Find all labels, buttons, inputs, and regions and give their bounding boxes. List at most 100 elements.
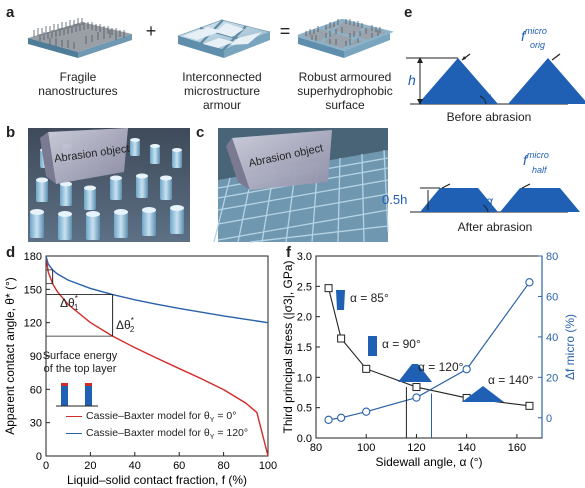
x-tick-label: 120 bbox=[407, 442, 425, 454]
y-right-tick-label: 60 bbox=[546, 291, 558, 303]
x-tick-label: 80 bbox=[310, 442, 322, 454]
y-right-tick-label: 0 bbox=[546, 413, 552, 425]
delta-f-point bbox=[362, 407, 371, 416]
chart-d-annotations bbox=[46, 269, 114, 337]
stress-point bbox=[525, 401, 534, 410]
panel-letter-f: f bbox=[286, 244, 291, 261]
legend-item-theta120: Cassie–Baxter model for θY = 120° bbox=[66, 427, 248, 444]
chart-f-axes: 80 100 120 140 160 0.0 0.5 1.0 1.5 2.0 2.5 3.0 0 20 40… bbox=[281, 251, 577, 469]
y-right-axis-label: Δf micro (%) bbox=[563, 314, 577, 380]
shape-90 bbox=[368, 336, 377, 356]
x-tick-label: 40 bbox=[129, 460, 141, 472]
label-f-half-sub: half bbox=[532, 165, 547, 175]
label-alpha-after: α bbox=[486, 194, 493, 208]
chart-f-frame bbox=[315, 255, 543, 439]
triangle-right bbox=[508, 58, 585, 104]
equals-sign: = bbox=[279, 21, 291, 41]
chart-d-series bbox=[45, 255, 269, 457]
shape-120 bbox=[398, 364, 432, 382]
triangle-left bbox=[418, 58, 498, 104]
inset-label-surface-energy: Surface energy of the top layer bbox=[42, 350, 118, 375]
shape-icons bbox=[336, 290, 504, 402]
x-tick-label: 100 bbox=[259, 460, 277, 472]
x-tick-label: 140 bbox=[457, 442, 475, 454]
y-right-tick-label: 40 bbox=[546, 332, 558, 344]
nanostructure-slab bbox=[28, 18, 132, 58]
pillar-array-render bbox=[28, 128, 190, 242]
label-alpha-before: α bbox=[484, 90, 491, 104]
delta-f-point bbox=[525, 278, 534, 287]
x-tick-label: 100 bbox=[357, 442, 375, 454]
x-tick-label: 160 bbox=[508, 442, 526, 454]
y-right-tick-label: 80 bbox=[546, 251, 558, 263]
y-tick-label: 2.5 bbox=[297, 281, 312, 293]
label-delta-theta-2: Δθ*2 bbox=[116, 316, 135, 334]
label-alpha-140: α = 140° bbox=[488, 373, 534, 387]
label-f-orig-sub: orig bbox=[530, 40, 546, 50]
label-h: h bbox=[408, 72, 416, 88]
grid-armour-render bbox=[213, 128, 389, 243]
delta-f-point bbox=[462, 365, 471, 374]
y-tick-label: 30 bbox=[30, 418, 42, 430]
y-axis-label: Apparent contact angle, θ* (°) bbox=[3, 277, 17, 435]
delta-f-point bbox=[412, 393, 421, 402]
delta-f-point bbox=[324, 415, 333, 424]
panel-letter-e: e bbox=[404, 4, 413, 21]
y-tick-label: 60 bbox=[30, 384, 42, 396]
series-line-theta0 bbox=[45, 255, 269, 457]
y-tick-label: 0 bbox=[36, 451, 42, 463]
stress-point bbox=[362, 364, 371, 373]
chart-d-legend: Cassie–Baxter model for θY = 0° Cassie–B… bbox=[66, 410, 248, 444]
x-axis-label: Liquid–solid contact fraction, f (%) bbox=[67, 473, 247, 487]
x-tick-label: 20 bbox=[84, 460, 96, 472]
caption-fragile-nanostructures: Fragile nanostructures bbox=[38, 70, 118, 98]
label-f-orig: fmicro bbox=[521, 26, 547, 44]
y-right-tick-label: 20 bbox=[546, 372, 558, 384]
panel-letter-c: c bbox=[196, 124, 205, 141]
y-tick-label: 1.0 bbox=[297, 372, 312, 384]
y-tick-label: 0.5 bbox=[297, 403, 312, 415]
y-tick-label: 180 bbox=[24, 251, 42, 263]
stress-point bbox=[337, 334, 346, 343]
x-tick-label: 80 bbox=[217, 460, 229, 472]
plus-sign: + bbox=[145, 21, 157, 41]
y-tick-label: 3.0 bbox=[297, 251, 312, 263]
y-tick-label: 0.0 bbox=[297, 433, 312, 445]
caption-microstructure-armour: Interconnected microstructure armour bbox=[182, 70, 262, 112]
shape-140 bbox=[462, 386, 504, 402]
label-alpha-120: α = 120° bbox=[418, 360, 464, 374]
microstructure-armour-grid bbox=[177, 19, 271, 58]
chart-d-axes: 0 20 40 60 80 100 0 30 60 90 120 150 180 Liquid–solid… bbox=[3, 251, 277, 487]
y-tick-label: 120 bbox=[24, 318, 42, 330]
shape-85 bbox=[336, 290, 345, 310]
panel-letter-a: a bbox=[6, 4, 15, 21]
x-tick-label: 0 bbox=[43, 460, 49, 472]
panel-letter-d: d bbox=[6, 244, 16, 261]
stress-point bbox=[324, 284, 333, 293]
y-tick-label: 90 bbox=[30, 351, 42, 363]
chart-f-series bbox=[324, 278, 534, 438]
delta-f-point bbox=[336, 413, 346, 422]
x-tick-label: 60 bbox=[173, 460, 185, 472]
after-abrasion-profile bbox=[410, 183, 580, 213]
trapezoid-left bbox=[420, 188, 498, 212]
inset-bars-icon bbox=[56, 383, 98, 407]
y-tick-label: 150 bbox=[24, 284, 42, 296]
before-abrasion-profile bbox=[406, 53, 585, 105]
label-alpha-90: α = 90° bbox=[382, 337, 421, 351]
y-axis-label: Third principal stress (|σ3|, GPa) bbox=[281, 260, 295, 433]
label-f-half: fmicro bbox=[523, 150, 549, 168]
stress-fit-curve bbox=[328, 288, 530, 407]
label-before-abrasion: Before abrasion bbox=[446, 110, 532, 124]
label-alpha-85: α = 85° bbox=[350, 291, 389, 305]
stress-point bbox=[412, 383, 421, 392]
label-delta-theta-1: Δθ*1 bbox=[60, 294, 79, 312]
caption-armoured-surface: Robust armoured superhydrophobic surface bbox=[297, 70, 393, 112]
panel-letter-b: b bbox=[6, 124, 16, 141]
x-axis-label: Sidewall angle, α (°) bbox=[375, 455, 482, 469]
legend-item-theta0: Cassie–Baxter model for θY = 0° bbox=[66, 410, 248, 427]
